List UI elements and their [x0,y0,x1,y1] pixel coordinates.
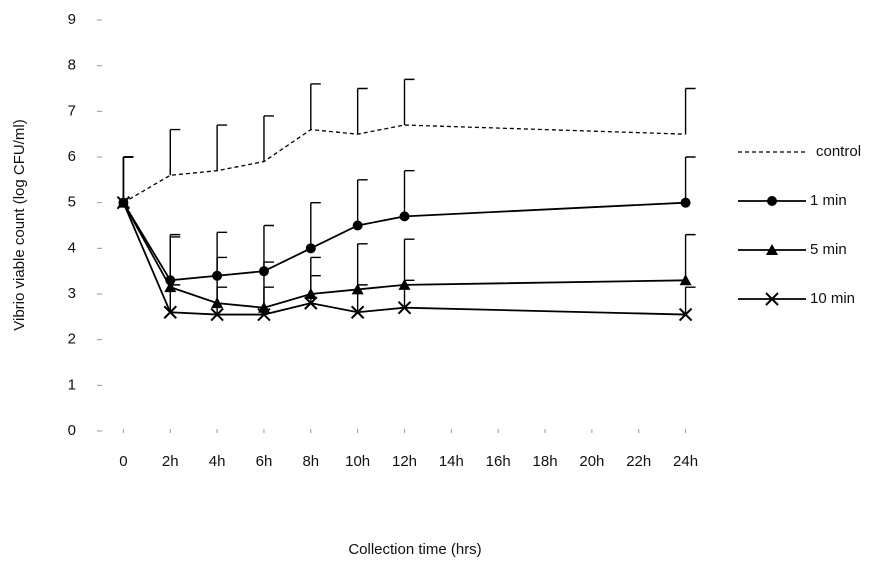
x-tick-label: 4h [209,453,226,470]
x-tick-label: 10h [345,453,370,470]
y-tick-label: 0 [68,422,76,439]
legend-label: 5 min [810,241,847,258]
x-tick-label: 8h [302,453,319,470]
legend-marker [767,196,777,206]
legend-label: control [816,143,861,160]
error-bar [123,157,133,203]
error-bar [217,125,227,171]
x-tick-label: 0 [119,453,127,470]
x-axis-label: Collection time (hrs) [348,541,481,558]
x-tick-label: 6h [256,453,273,470]
chart: Collection time (hrs) Vibrio viable coun… [0,0,877,564]
page: Collection time (hrs) Vibrio viable coun… [0,0,877,564]
x-tick-label: 24h [673,453,698,470]
y-tick-label: 4 [68,239,76,256]
point [353,221,363,231]
error-bar [405,79,415,125]
error-bar [264,116,274,162]
y-tick-label: 9 [68,11,76,28]
point [681,198,691,208]
y-tick-label: 3 [68,285,76,302]
x-tick-label: 14h [439,453,464,470]
error-bar [170,235,180,281]
error-bar [123,157,133,203]
error-bar [311,203,321,249]
error-bar [405,171,415,217]
x-tick-label: 22h [626,453,651,470]
y-axis-label: Vibrio viable count (log CFU/ml) [11,119,28,330]
error-bar [311,84,321,130]
error-bar [686,235,696,281]
y-tick-label: 5 [68,194,76,211]
x-tick-label: 18h [533,453,558,470]
point [400,211,410,221]
x-tick-label: 2h [162,453,179,470]
x-tick-label: 16h [486,453,511,470]
y-tick-label: 7 [68,102,76,119]
error-bar [358,180,368,226]
error-bar [686,157,696,203]
y-tick-label: 6 [68,148,76,165]
error-bar [358,89,368,135]
error-bar [123,157,133,203]
error-bar [686,89,696,135]
error-bar [264,226,274,272]
y-tick-label: 1 [68,376,76,393]
error-bar [123,157,133,203]
legend-label: 10 min [810,290,855,307]
error-bar [217,232,227,275]
error-bar [405,239,415,285]
y-tick-label: 8 [68,57,76,74]
error-bar [170,130,180,176]
legend-label: 1 min [810,192,847,209]
x-tick-label: 20h [579,453,604,470]
error-bar [358,244,368,290]
x-tick-label: 12h [392,453,417,470]
y-tick-label: 2 [68,331,76,348]
point [306,243,316,253]
